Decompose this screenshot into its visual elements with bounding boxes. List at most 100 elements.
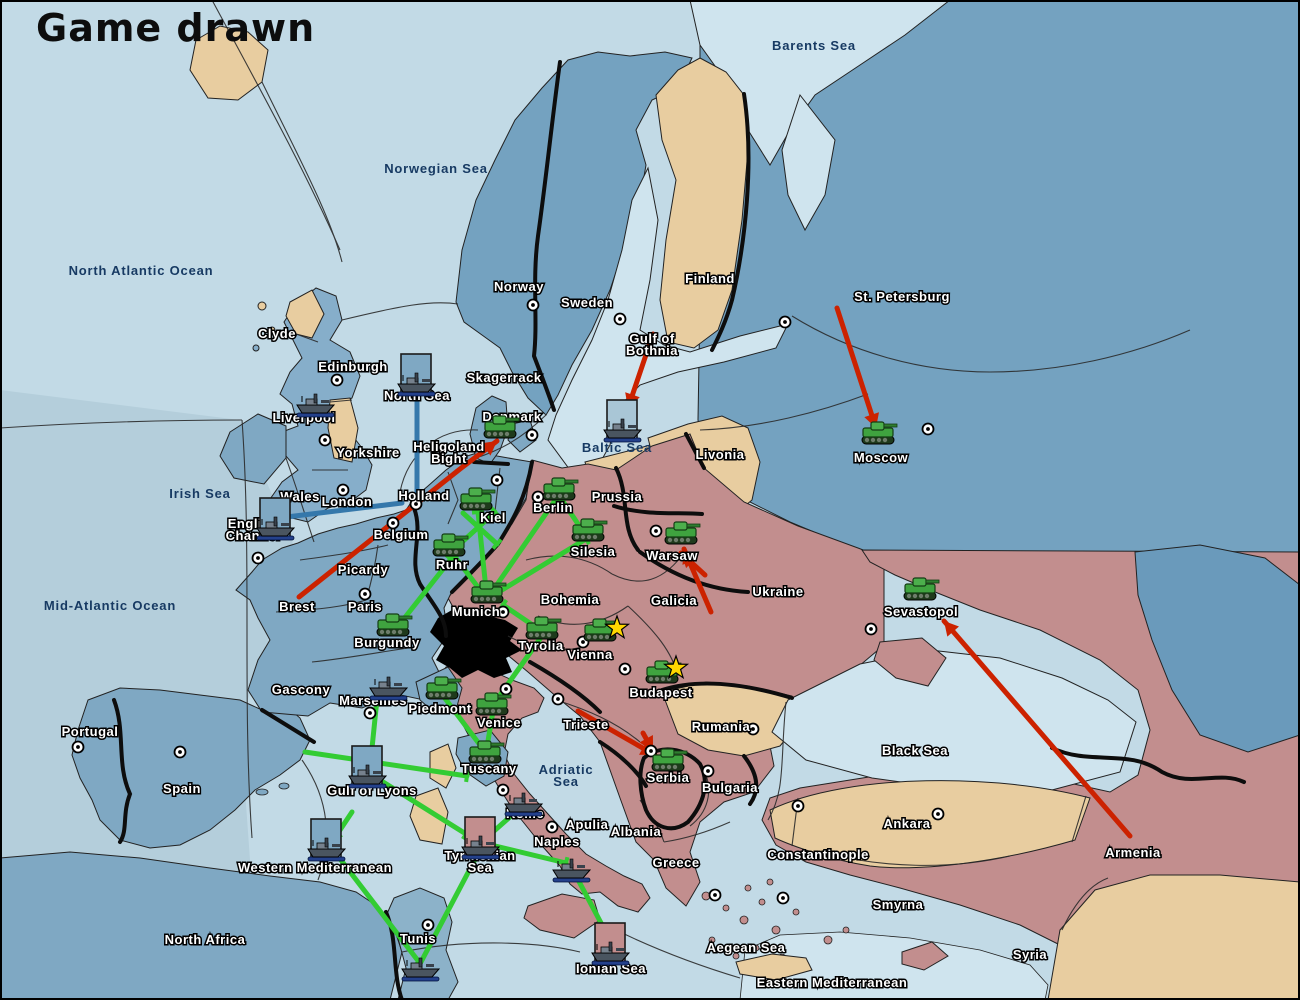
- army-unit-serbia[interactable]: [651, 748, 688, 772]
- label-vienna: Vienna: [567, 647, 613, 662]
- support-order-line: [328, 844, 422, 965]
- label-serbia: Serbia: [647, 770, 690, 785]
- label-apulia: Apulia: [566, 817, 609, 832]
- supply-center-marseilles: [363, 706, 377, 720]
- label-kiel: Kiel: [480, 510, 506, 525]
- fleet-unit-liverpool[interactable]: [296, 393, 336, 418]
- support-cut-bar: [464, 769, 470, 783]
- label-norwegian-sea: Norwegian Sea: [384, 161, 488, 176]
- label-barents-sea: Barents Sea: [772, 38, 856, 53]
- dislodged-fleet-western-mediterranean[interactable]: [307, 818, 347, 862]
- label-london: London: [322, 494, 373, 509]
- label-bulgaria: Bulgaria: [702, 780, 758, 795]
- support-order-line: [372, 774, 469, 837]
- arrowhead: [681, 553, 697, 569]
- fleet-unit-naples[interactable]: [552, 858, 592, 883]
- label-berlin: Berlin: [533, 500, 573, 515]
- label-mid-atlantic-ocean: Mid-Atlantic Ocean: [44, 598, 176, 613]
- label-spain: Spain: [163, 781, 201, 796]
- army-unit-tuscany[interactable]: [468, 740, 505, 764]
- label-galicia: Galicia: [651, 593, 697, 608]
- army-unit-denmark[interactable]: [483, 415, 520, 439]
- army-unit-ruhr[interactable]: [432, 533, 469, 557]
- dislodged-fleet-north-sea[interactable]: [397, 353, 437, 397]
- army-unit-venice[interactable]: [475, 692, 512, 716]
- supply-center-moscow: [921, 422, 935, 436]
- label-gulf-of-bothnia: Gulf of Bothnia: [626, 331, 678, 358]
- star-marker: [603, 614, 631, 640]
- army-unit-munich[interactable]: [470, 580, 507, 604]
- support-order-line: [484, 536, 589, 602]
- arrowhead: [481, 441, 497, 456]
- label-venice: Venice: [477, 715, 521, 730]
- label-sevastopol: Sevastopol: [884, 604, 958, 619]
- supply-center-greece: [708, 888, 722, 902]
- dislodged-fleet-gulf-of-lyons[interactable]: [348, 745, 388, 789]
- fleet-unit-tunis[interactable]: [401, 957, 441, 982]
- dislodged-fleet-tyrrhenian-sea[interactable]: [461, 816, 501, 860]
- army-unit-kiel[interactable]: [459, 487, 496, 511]
- label-portugal: Portugal: [62, 724, 119, 739]
- supply-center-portugal: [71, 740, 85, 754]
- label-black-sea: Black Sea: [882, 743, 948, 758]
- label-gascony: Gascony: [272, 682, 331, 697]
- dislodged-fleet-english-channel[interactable]: [256, 497, 296, 541]
- dislodged-fleet-baltic-sea[interactable]: [603, 399, 643, 443]
- supply-center-paris: [358, 587, 372, 601]
- label-burgundy: Burgundy: [354, 635, 420, 650]
- arrowhead: [944, 621, 959, 637]
- label-north-africa: North Africa: [165, 932, 246, 947]
- move-order-line-blue: [267, 500, 405, 522]
- support-order-line: [484, 841, 569, 866]
- supply-center-st-petersburg: [778, 315, 792, 329]
- fleet-unit-rome[interactable]: [504, 792, 544, 817]
- supply-center-norway: [526, 298, 540, 312]
- label-tyrolia: Tyrolia: [518, 638, 563, 653]
- support-order-line: [302, 749, 470, 779]
- supply-center-edinburgh: [330, 373, 344, 387]
- label-constantinople: Constantinople: [767, 847, 869, 862]
- supply-center-denmark: [525, 428, 539, 442]
- label-paris: Paris: [348, 599, 382, 614]
- label-ruhr: Ruhr: [436, 557, 468, 572]
- label-syria: Syria: [1013, 947, 1048, 962]
- army-unit-moscow[interactable]: [861, 421, 898, 445]
- fleet-icon: [461, 835, 501, 860]
- supply-center-trieste: [551, 692, 565, 706]
- fleet-unit-marseilles[interactable]: [369, 676, 409, 701]
- supply-center-tunis: [421, 918, 435, 932]
- label-tunis: Tunis: [400, 931, 436, 946]
- supply-center-rome: [496, 783, 510, 797]
- supply-center-venice: [499, 682, 513, 696]
- army-unit-piedmont[interactable]: [425, 676, 462, 700]
- attack-order-arrow-red: [296, 438, 500, 600]
- label-bohemia: Bohemia: [541, 592, 600, 607]
- fleet-icon: [603, 418, 643, 443]
- army-unit-warsaw[interactable]: [664, 521, 701, 545]
- dislodged-fleet-ionian-sea[interactable]: [591, 922, 631, 966]
- label-silesia: Silesia: [571, 544, 616, 559]
- label-sweden: Sweden: [561, 295, 613, 310]
- army-unit-silesia[interactable]: [571, 518, 608, 542]
- army-unit-tyrolia[interactable]: [525, 616, 562, 640]
- supply-center-liverpool: [318, 433, 332, 447]
- supply-center-ankara: [931, 807, 945, 821]
- label-armenia: Armenia: [1105, 845, 1161, 860]
- label-baltic-sea: Baltic Sea: [582, 440, 652, 455]
- army-unit-burgundy[interactable]: [376, 613, 413, 637]
- label-ankara: Ankara: [883, 816, 930, 831]
- label-holland: Holland: [398, 488, 449, 503]
- label-ukraine: Ukraine: [752, 584, 803, 599]
- army-unit-berlin[interactable]: [542, 477, 579, 501]
- label-greece: Greece: [652, 855, 699, 870]
- label-belgium: Belgium: [374, 527, 429, 542]
- supply-center-bulgaria: [701, 764, 715, 778]
- label-budapest: Budapest: [629, 685, 692, 700]
- supply-center-budapest: [618, 662, 632, 676]
- label-yorkshire: Yorkshire: [336, 445, 400, 460]
- army-unit-sevastopol[interactable]: [903, 577, 940, 601]
- label-skagerrack: Skagerrack: [466, 370, 541, 385]
- support-order-line: [460, 510, 500, 547]
